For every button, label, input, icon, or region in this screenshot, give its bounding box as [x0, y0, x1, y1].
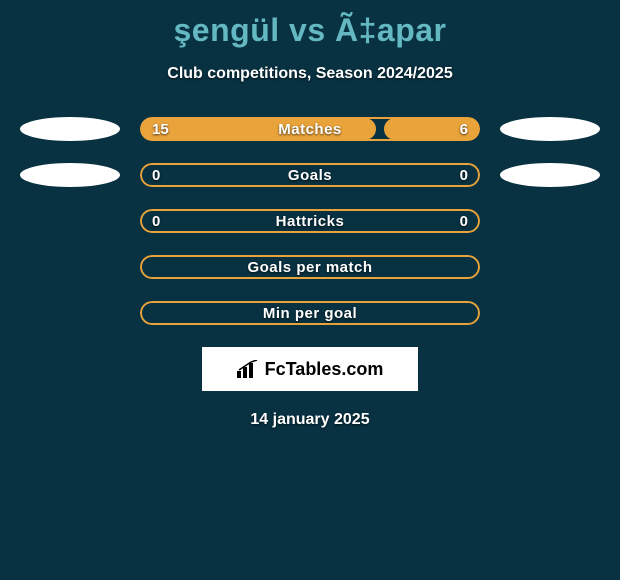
left-ellipse — [20, 163, 120, 187]
comparison-row: 0Hattricks0 — [0, 209, 620, 233]
comparison-rows: 15Matches60Goals00Hattricks0Goals per ma… — [0, 117, 620, 325]
right-ellipse — [500, 163, 600, 187]
stat-label: Goals — [140, 163, 480, 187]
stat-label: Matches — [140, 117, 480, 141]
stat-bar: Min per goal — [140, 301, 480, 325]
stat-label: Hattricks — [140, 209, 480, 233]
bar-chart-icon — [237, 360, 259, 378]
subtitle: Club competitions, Season 2024/2025 — [0, 65, 620, 83]
date-text: 14 january 2025 — [0, 411, 620, 429]
right-value: 6 — [460, 117, 468, 141]
right-value: 0 — [460, 163, 468, 187]
stat-bar: 15Matches6 — [140, 117, 480, 141]
comparison-row: 15Matches6 — [0, 117, 620, 141]
left-ellipse — [20, 117, 120, 141]
comparison-row: 0Goals0 — [0, 163, 620, 187]
stat-label: Min per goal — [140, 301, 480, 325]
right-value: 0 — [460, 209, 468, 233]
logo-text: FcTables.com — [265, 359, 384, 380]
page-title: şengül vs Ã‡apar — [0, 0, 620, 49]
logo: FcTables.com — [202, 347, 418, 391]
stat-bar: 0Hattricks0 — [140, 209, 480, 233]
comparison-row: Min per goal — [0, 301, 620, 325]
stat-label: Goals per match — [140, 255, 480, 279]
right-ellipse — [500, 117, 600, 141]
stat-bar: Goals per match — [140, 255, 480, 279]
stat-bar: 0Goals0 — [140, 163, 480, 187]
comparison-row: Goals per match — [0, 255, 620, 279]
